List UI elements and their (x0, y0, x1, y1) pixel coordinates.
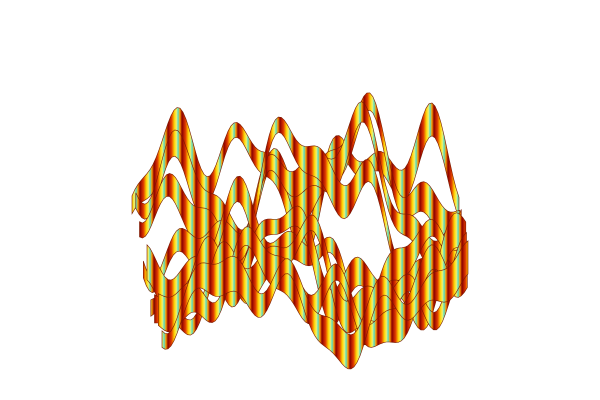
surface-ridge (161, 240, 469, 370)
surface-mesh (131, 92, 469, 370)
